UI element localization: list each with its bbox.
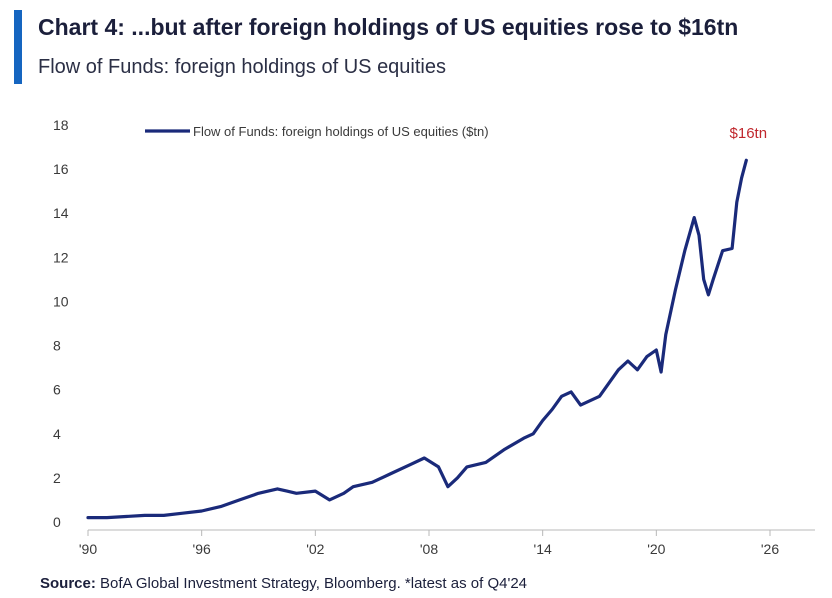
x-tick-label: '02 xyxy=(306,541,324,557)
y-tick-label: 18 xyxy=(53,117,69,133)
chart-subtitle: Flow of Funds: foreign holdings of US eq… xyxy=(38,56,446,78)
x-tick-label: '20 xyxy=(647,541,665,557)
y-tick-label: 16 xyxy=(53,161,69,177)
latest-value-callout: $16tn xyxy=(730,125,768,142)
y-tick-label: 0 xyxy=(53,514,61,530)
chart-title: Chart 4: ...but after foreign holdings o… xyxy=(38,14,739,40)
y-tick-label: 10 xyxy=(53,293,69,309)
x-tick-label: '14 xyxy=(534,541,552,557)
y-tick-label: 8 xyxy=(53,338,61,354)
legend-label: Flow of Funds: foreign holdings of US eq… xyxy=(193,124,489,139)
title-accent-bar xyxy=(14,10,22,84)
y-tick-label: 12 xyxy=(53,249,69,265)
source-text: BofA Global Investment Strategy, Bloombe… xyxy=(95,575,528,592)
x-axis: '90 '96 '02 '08 '14 '20 '26 xyxy=(79,529,815,557)
y-tick-label: 4 xyxy=(53,426,61,442)
y-axis-ticks: 0 2 4 6 8 10 12 14 16 18 xyxy=(53,117,69,530)
x-tick-label: '96 xyxy=(193,541,211,557)
legend: Flow of Funds: foreign holdings of US eq… xyxy=(145,124,489,139)
series-layer xyxy=(86,158,748,520)
annotations: $16tn xyxy=(730,125,768,142)
source-label: Source: xyxy=(40,575,96,592)
source-note: Source: BofA Global Investment Strategy,… xyxy=(40,575,527,592)
x-tick-label: '08 xyxy=(420,541,438,557)
y-tick-label: 14 xyxy=(53,205,69,221)
y-tick-label: 6 xyxy=(53,382,61,398)
x-tick-label: '26 xyxy=(761,541,779,557)
x-tick-label: '90 xyxy=(79,541,97,557)
y-tick-label: 2 xyxy=(53,470,61,486)
series-line xyxy=(86,158,748,520)
